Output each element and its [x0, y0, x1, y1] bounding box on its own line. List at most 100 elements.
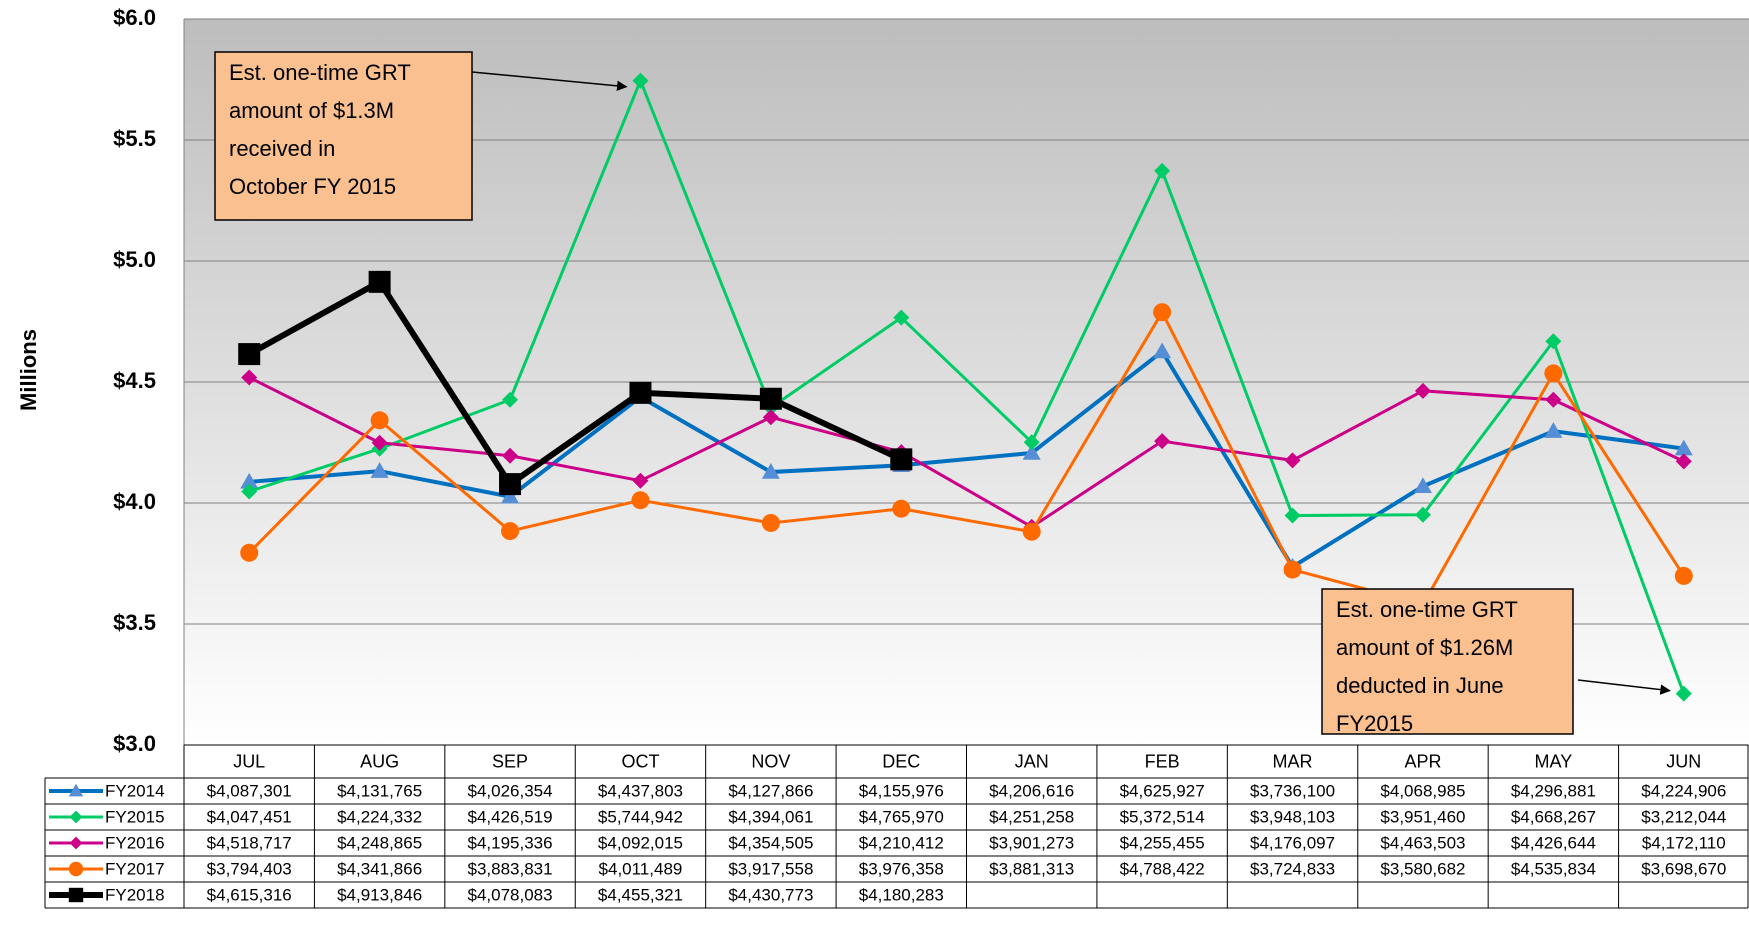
table-cell: $4,155,976 [859, 781, 944, 800]
table-cell: $4,455,321 [598, 885, 683, 904]
table-cell: $4,195,336 [467, 833, 552, 852]
marker [1674, 439, 1693, 456]
y-tick-label: $4.5 [113, 368, 156, 393]
marker [632, 72, 649, 89]
column-header: SEP [492, 751, 528, 771]
table-cell: $4,248,865 [337, 833, 422, 852]
table-cell: $3,951,460 [1380, 807, 1465, 826]
marker [68, 783, 84, 797]
legend-label: FY2018 [105, 885, 165, 904]
series-line [248, 76, 1686, 695]
marker [632, 472, 649, 489]
marker [1675, 685, 1692, 702]
y-tick-label: $3.5 [113, 610, 156, 635]
table-cell: $4,176,097 [1250, 833, 1335, 852]
column-header: OCT [621, 751, 659, 771]
legend-label: FY2014 [105, 781, 165, 800]
marker [499, 473, 522, 496]
marker [1413, 477, 1432, 494]
table-cell: $4,296,881 [1511, 781, 1596, 800]
y-tick-label: $3.0 [113, 731, 156, 756]
column-header: APR [1404, 751, 1441, 771]
marker [69, 810, 83, 824]
marker [240, 543, 259, 562]
table-cell: $5,372,514 [1120, 807, 1205, 826]
table-cell: $4,180,283 [859, 885, 944, 904]
table-cell: $4,625,927 [1120, 781, 1205, 800]
table-cell: $4,131,765 [337, 781, 422, 800]
table-cell: $4,011,489 [599, 859, 683, 878]
annotation-text: amount of $1.3M [229, 98, 394, 123]
marker [501, 487, 520, 504]
legend-label: FY2016 [105, 833, 165, 852]
marker [629, 381, 652, 404]
table-cell: $4,224,332 [337, 807, 422, 826]
marker [69, 836, 83, 850]
marker [631, 491, 650, 510]
marker [1284, 452, 1301, 469]
annotation-text: Est. one-time GRT [1336, 597, 1518, 622]
y-tick-label: $4.0 [113, 489, 156, 514]
column-header: JUL [233, 751, 265, 771]
y-tick-label: $5.5 [113, 126, 156, 151]
marker [502, 447, 519, 464]
marker [1284, 507, 1301, 524]
marker [240, 472, 259, 489]
marker [368, 270, 391, 293]
table-cell: $3,881,313 [989, 859, 1074, 878]
table-cell: $4,078,083 [467, 885, 552, 904]
marker [1022, 443, 1041, 460]
marker [1283, 560, 1302, 579]
marker [761, 463, 780, 479]
series-line [247, 277, 903, 489]
table-cell: $4,463,503 [1380, 833, 1465, 852]
marker [1674, 566, 1693, 585]
marker [761, 513, 780, 532]
marker [893, 309, 910, 326]
table-cell: $4,437,803 [598, 781, 683, 800]
marker [759, 387, 782, 410]
annotation-box [1321, 588, 1574, 735]
marker [1545, 391, 1562, 408]
legend-label: FY2017 [105, 859, 165, 878]
table-cell: $3,794,403 [207, 859, 292, 878]
marker [1544, 422, 1563, 438]
column-header: DEC [882, 751, 920, 771]
marker [370, 462, 389, 478]
column-header: FEB [1145, 751, 1180, 771]
series-line [249, 348, 1685, 570]
table-cell: $4,765,970 [859, 807, 944, 826]
annotation-text: Est. one-time GRT [229, 60, 411, 85]
table-cell: $4,341,866 [337, 859, 422, 878]
marker [1414, 382, 1431, 399]
marker [371, 434, 388, 451]
marker [1544, 364, 1563, 383]
series-line [248, 309, 1686, 607]
table-cell: $4,047,451 [207, 807, 292, 826]
column-header: AUG [360, 751, 399, 771]
marker [762, 409, 779, 426]
annotation-text: October FY 2015 [229, 174, 396, 199]
table-cell: $3,976,358 [859, 859, 944, 878]
table-cell: $4,251,258 [989, 807, 1074, 826]
table-cell: $4,615,316 [207, 885, 292, 904]
table-cell: $4,518,717 [207, 833, 292, 852]
table-cell: $3,698,670 [1641, 859, 1726, 878]
marker [1153, 342, 1172, 359]
marker [501, 522, 520, 541]
table-cell: $3,883,831 [467, 859, 552, 878]
column-header: MAR [1273, 751, 1313, 771]
table-cell: $4,394,061 [728, 807, 813, 826]
marker [1414, 506, 1431, 523]
annotation-text: received in [229, 136, 335, 161]
table-cell: $5,744,942 [598, 807, 683, 826]
table-cell: $4,426,519 [467, 807, 552, 826]
marker [892, 499, 911, 518]
table-cell: $4,210,412 [859, 833, 944, 852]
table-cell: $3,580,682 [1380, 859, 1465, 878]
table-cell: $4,788,422 [1120, 859, 1205, 878]
table-cell: $4,255,455 [1120, 833, 1205, 852]
table-cell: $4,913,846 [337, 885, 422, 904]
table-cell: $4,127,866 [728, 781, 813, 800]
